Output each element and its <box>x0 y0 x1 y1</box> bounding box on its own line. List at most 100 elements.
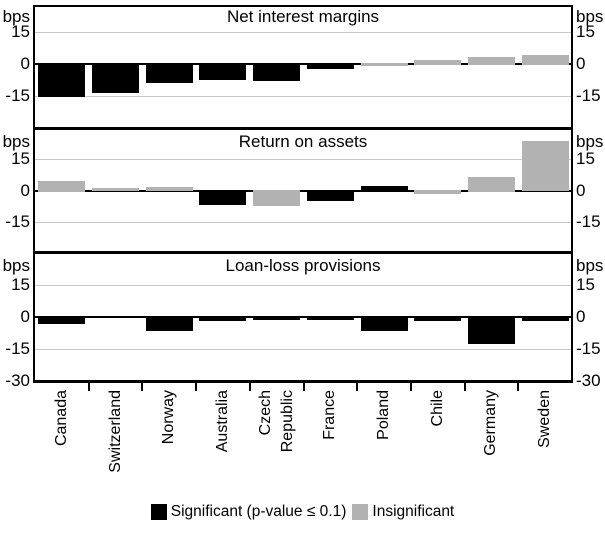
y-axis-unit: bps <box>2 256 30 275</box>
y-tick-label: -15 <box>5 339 30 358</box>
y-tick-label: 15 <box>576 149 595 168</box>
x-axis-tick <box>141 383 143 391</box>
y-tick-label: 0 <box>576 54 586 73</box>
y-tick-label: 15 <box>576 275 595 294</box>
y-tick-label: 0 <box>576 181 586 200</box>
panel-separator <box>33 251 573 254</box>
y-tick-label: -15 <box>5 86 30 105</box>
bar-sweden <box>522 316 569 321</box>
gridline--15 <box>35 349 571 350</box>
legend-label: Insignificant <box>372 503 455 520</box>
bar-norway <box>146 316 193 331</box>
panel-separator <box>33 127 573 130</box>
bar-germany <box>468 57 515 65</box>
zero-axis-line <box>35 316 571 318</box>
bar-czech-republic <box>253 190 300 206</box>
bar-chile <box>414 316 461 321</box>
y-tick-label: -15 <box>5 212 30 231</box>
legend-swatch-insignificant <box>352 504 369 520</box>
bar-poland <box>361 63 408 66</box>
y-tick-label: 15 <box>11 275 30 294</box>
category-label-chile: Chile <box>429 390 446 427</box>
bar-australia <box>199 190 246 205</box>
bar-sweden <box>522 55 569 65</box>
legend-item-insignificant: Insignificant <box>352 503 454 521</box>
category-label-germany: Germany <box>482 390 499 456</box>
category-label-switzerland: Switzerland <box>107 390 124 473</box>
category-label-czech-republic: Czech Republic <box>257 390 296 453</box>
x-axis-tick <box>517 383 519 391</box>
category-label-france: France <box>321 390 338 440</box>
x-axis-tick <box>464 383 466 391</box>
bar-poland <box>361 186 408 191</box>
legend-item-significant: Significant (p-value ≤ 0.1) <box>150 503 347 521</box>
bar-germany <box>468 316 515 344</box>
y-tick-label: 0 <box>20 54 30 73</box>
bar-australia <box>199 316 246 321</box>
legend-swatch-significant <box>150 504 167 520</box>
category-label-norway: Norway <box>160 390 177 445</box>
y-axis-unit: bps <box>576 7 604 26</box>
y-tick-label: 15 <box>11 149 30 168</box>
gridline--15 <box>35 222 571 223</box>
x-axis-tick <box>410 383 412 391</box>
bar-australia <box>199 63 246 80</box>
y-axis-unit: bps <box>2 7 30 26</box>
y-axis-unit: bps <box>2 132 30 151</box>
bar-switzerland <box>92 188 139 191</box>
category-label-australia: Australia <box>214 390 231 453</box>
y-tick-label: -30 <box>576 371 601 390</box>
panel-title: Net interest margins <box>226 7 380 26</box>
x-axis-tick <box>303 383 305 391</box>
y-tick-label: -30 <box>5 371 30 390</box>
bar-switzerland <box>92 316 139 318</box>
bar-france <box>307 63 354 69</box>
bar-norway <box>146 63 193 83</box>
bar-canada <box>38 181 85 192</box>
y-tick-label: 15 <box>11 22 30 41</box>
x-axis-tick <box>249 383 251 391</box>
panel-title: Return on assets <box>238 132 368 151</box>
category-label-sweden: Sweden <box>536 390 553 448</box>
bar-switzerland <box>92 63 139 93</box>
y-tick-label: -15 <box>576 212 601 231</box>
legend-label: Significant (p-value ≤ 0.1) <box>170 503 347 520</box>
bar-germany <box>468 177 515 192</box>
zero-axis-line <box>35 63 571 65</box>
x-axis-tick <box>356 383 358 391</box>
bar-canada <box>38 63 85 97</box>
gridline-15 <box>35 32 571 33</box>
y-tick-label: 15 <box>576 22 595 41</box>
x-axis-tick <box>195 383 197 391</box>
gridline--15 <box>35 96 571 97</box>
frame-left <box>33 5 35 383</box>
bar-poland <box>361 316 408 331</box>
bar-france <box>307 316 354 320</box>
y-tick-label: 0 <box>576 307 586 326</box>
frame-top <box>33 5 573 7</box>
gridline-15 <box>35 285 571 286</box>
frame-bottom <box>33 380 573 383</box>
y-tick-label: 0 <box>20 181 30 200</box>
bar-czech-republic <box>253 63 300 81</box>
bar-canada <box>38 316 85 324</box>
category-label-poland: Poland <box>375 390 392 440</box>
x-axis-tick <box>88 383 90 391</box>
zero-axis-line <box>35 190 571 192</box>
bar-chile <box>414 60 461 65</box>
y-axis-unit: bps <box>576 132 604 151</box>
frame-right <box>571 5 573 383</box>
bar-france <box>307 190 354 201</box>
bar-chile <box>414 190 461 194</box>
y-tick-label: -15 <box>576 86 601 105</box>
gridline-15 <box>35 159 571 160</box>
category-label-canada: Canada <box>53 390 70 447</box>
bar-sweden <box>522 141 569 191</box>
y-tick-label: -15 <box>576 339 601 358</box>
chart-legend: Significant (p-value ≤ 0.1) Insignificant <box>0 503 605 521</box>
y-axis-unit: bps <box>576 256 604 275</box>
bar-norway <box>146 187 193 191</box>
bar-czech-republic <box>253 316 300 320</box>
panel-title: Loan-loss provisions <box>225 256 381 275</box>
